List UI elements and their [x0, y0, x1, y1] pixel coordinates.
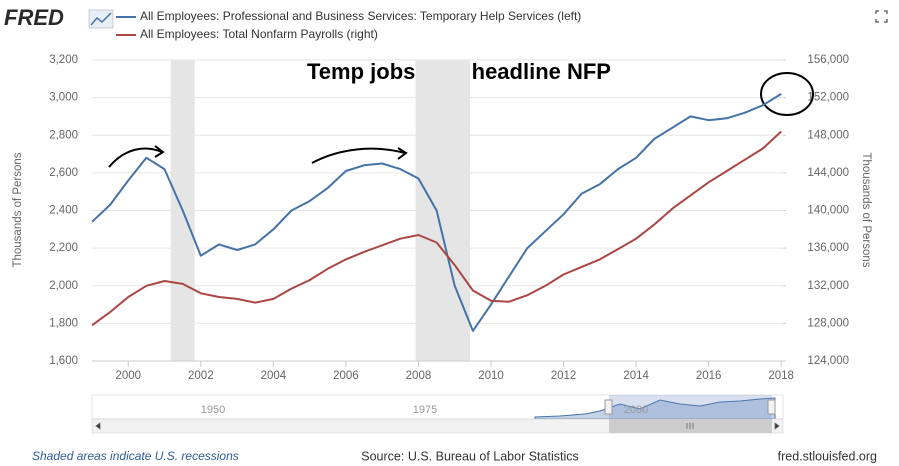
legend-entry: All Employees: Total Nonfarm Payrolls (r…	[140, 27, 378, 41]
x-tick-label: 2000	[115, 370, 141, 382]
y2-tick-label: 124,000	[807, 355, 849, 367]
legend-entry: All Employees: Professional and Business…	[140, 9, 581, 23]
logo: FRED	[4, 5, 64, 30]
y-axis-label: Thousands of Persons	[12, 152, 24, 267]
x-tick-label: 2008	[406, 370, 432, 382]
footer-source: Source: U.S. Bureau of Labor Statistics	[361, 449, 578, 463]
y2-tick-label: 132,000	[807, 280, 849, 292]
y-tick-label: 2,000	[49, 280, 78, 292]
x-tick-label: 2016	[696, 370, 722, 382]
x-tick-label: 2012	[551, 370, 577, 382]
y-tick-label: 1,600	[49, 355, 78, 367]
x-tick-label: 2018	[768, 370, 794, 382]
y2-tick-label: 136,000	[807, 242, 849, 254]
annotation-arrows	[108, 72, 814, 168]
x-tick-label: 2014	[623, 370, 649, 382]
y-tick-label: 2,200	[49, 242, 78, 254]
y2-axis-label: Thousands of Persons	[860, 152, 872, 267]
navigator-label: 1950	[201, 404, 225, 416]
footer-site: fred.stlouisfed.org	[778, 449, 877, 463]
y-tick-label: 3,000	[49, 92, 78, 104]
series-line	[91, 93, 782, 332]
y2-tick-label: 152,000	[807, 92, 849, 104]
y-tick-label: 2,400	[49, 205, 78, 217]
navigator-label: 2000	[624, 404, 648, 416]
y-tick-label: 3,200	[49, 54, 78, 66]
y-tick-label: 1,800	[49, 317, 78, 329]
y2-tick-label: 148,000	[807, 129, 849, 141]
navigator-label: 1975	[413, 404, 437, 416]
y-tick-label: 2,600	[49, 167, 78, 179]
y2-tick-label: 156,000	[807, 54, 849, 66]
x-tick-label: 2004	[261, 370, 287, 382]
series-line	[91, 130, 782, 327]
x-tick-label: 2010	[478, 370, 504, 382]
expand-icon[interactable]	[875, 10, 888, 23]
x-tick-label: 2006	[333, 370, 359, 382]
y2-tick-label: 144,000	[807, 167, 849, 179]
y2-tick-label: 128,000	[807, 317, 849, 329]
y2-tick-label: 140,000	[807, 205, 849, 217]
logo-icon	[88, 9, 114, 29]
x-tick-label: 2002	[188, 370, 214, 382]
y-tick-label: 2,800	[49, 129, 78, 141]
footer-note[interactable]: Shaded areas indicate U.S. recessions	[32, 449, 239, 463]
navigator	[91, 394, 784, 434]
